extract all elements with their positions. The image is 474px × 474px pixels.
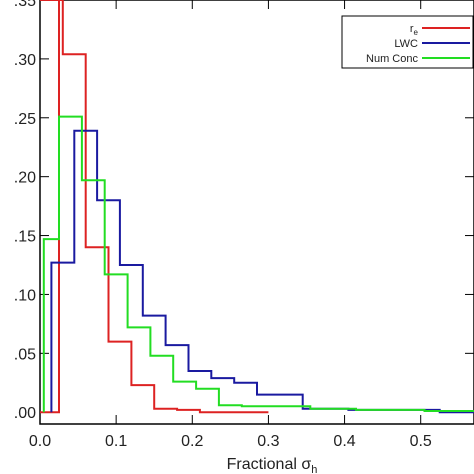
x-axis-title: Fractional σh <box>227 456 318 474</box>
x-tick-label: 0.1 <box>105 433 127 450</box>
y-tick-label: .20 <box>14 170 36 187</box>
x-tick-label: 0.4 <box>333 433 355 450</box>
y-tick-label: .25 <box>14 111 36 128</box>
y-tick-label: .00 <box>14 405 36 422</box>
x-axis-title-subscript: h <box>311 464 317 474</box>
series-line-1 <box>40 0 269 414</box>
y-tick-label: .10 <box>14 287 36 304</box>
legend-label: re <box>410 23 419 37</box>
y-tick-label: .05 <box>14 346 36 363</box>
legend-label-subscript: e <box>414 28 419 37</box>
y-tick-label: .15 <box>14 229 36 246</box>
plot-area <box>40 0 474 414</box>
x-tick-label: 0.2 <box>181 433 203 450</box>
legend-label-main: r <box>410 23 414 35</box>
series-line-3 <box>42 115 474 413</box>
legend-label-main: Num Conc <box>366 53 418 65</box>
x-tick-label: 0.3 <box>257 433 279 450</box>
legend-label: LWC <box>394 38 418 50</box>
series-line-2 <box>50 129 474 414</box>
x-axis-title-main: Fractional σ <box>227 456 312 473</box>
legend-label-main: LWC <box>394 38 418 50</box>
legend-label: Num Conc <box>366 53 418 65</box>
plot-frame <box>39 0 474 425</box>
x-axis: 0.0 0.1 0.2 0.3 0.4 0.5 <box>29 0 432 450</box>
y-tick-label: .30 <box>14 52 36 69</box>
y-tick-label: .35 <box>14 0 36 10</box>
x-tick-label: 0.5 <box>410 433 432 450</box>
x-tick-label: 0.0 <box>29 433 51 450</box>
